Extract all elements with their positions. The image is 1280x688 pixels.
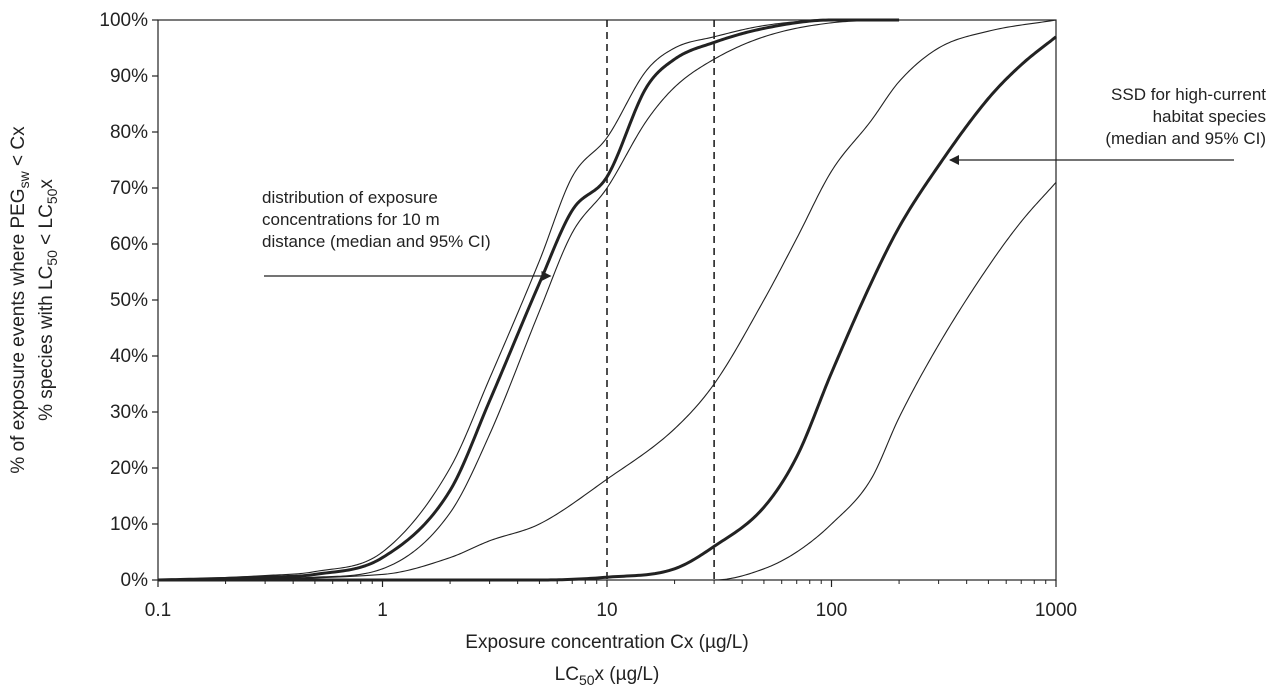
series-line-ssd-upper <box>157 19 1057 581</box>
y-tick-label: 30% <box>110 402 148 423</box>
y-tick-label: 40% <box>110 346 148 367</box>
x-tick-label: 0.1 <box>145 600 171 621</box>
y-axis: 0% 10% 20% 30% 40% 50% 60% 70% 80% 90% 100% <box>99 10 158 591</box>
annotation-line: concentrations for 10 m <box>262 210 440 229</box>
annotation-line: (median and 95% CI) <box>1105 129 1266 148</box>
y-tick-label: 60% <box>110 234 148 255</box>
y-tick-label: 10% <box>110 514 148 535</box>
y-tick-label: 50% <box>110 290 148 311</box>
series-layer <box>157 18 1057 582</box>
reference-lines <box>606 20 715 580</box>
x-axis: 0.1 1 10 100 1000 <box>145 580 1077 621</box>
y-axis-label-secondary: % species with LC50 < LC50x <box>36 179 60 421</box>
y-tick-label: 0% <box>121 570 149 591</box>
series-line-exposure-lower <box>157 19 900 581</box>
series-line-exposure-median <box>157 18 900 582</box>
series-line-ssd-median <box>158 35 1057 582</box>
x-tick-label: 10 <box>596 600 617 621</box>
annotations: distribution of exposure concentrations f… <box>262 85 1266 281</box>
x-tick-label: 1000 <box>1035 600 1077 621</box>
y-tick-label: 70% <box>110 178 148 199</box>
y-tick-label: 80% <box>110 122 148 143</box>
annotation-line: distance (median and 95% CI) <box>262 232 491 251</box>
series-line-exposure-upper <box>157 19 900 581</box>
x-axis-label: Exposure concentration Cx (µg/L) <box>465 632 748 653</box>
x-tick-label: 1 <box>377 600 388 621</box>
series-line-ssd-lower <box>158 182 1057 581</box>
annotation-line: SSD for high-current <box>1111 85 1266 104</box>
y-axis-label: % of exposure events where PEGsw < Cx <box>8 126 32 474</box>
annotation-line: habitat species <box>1153 107 1266 126</box>
x-tick-label: 100 <box>816 600 848 621</box>
y-tick-label: 20% <box>110 458 148 479</box>
annotation-line: distribution of exposure <box>262 188 438 207</box>
exposure-annotation: distribution of exposure concentrations f… <box>262 188 552 281</box>
ssd-annotation: SSD for high-current habitat species (medi… <box>949 85 1266 165</box>
y-tick-label: 100% <box>99 10 148 31</box>
y-tick-label: 90% <box>110 66 148 87</box>
x-axis-label-secondary: LC50x (µg/L) <box>555 664 660 688</box>
